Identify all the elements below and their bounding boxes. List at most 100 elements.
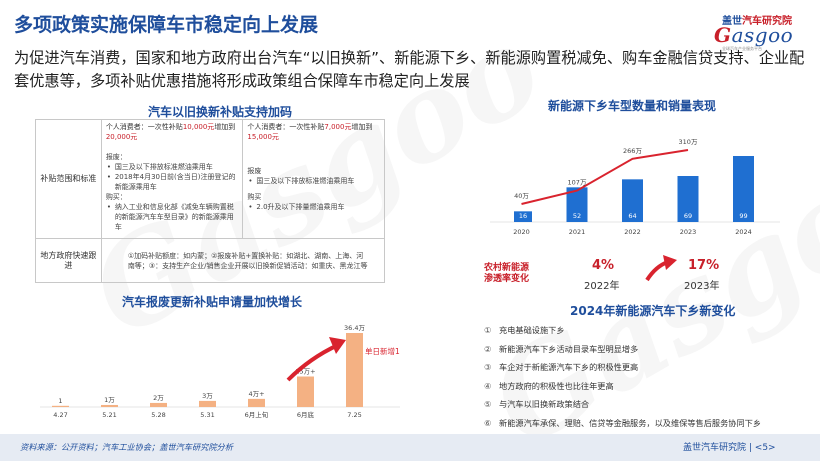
x-tick-label: 2024	[735, 228, 752, 236]
penetration-label: 农村新能源 渗透率变化	[484, 263, 529, 285]
penetration-2022-year: 2022年	[584, 281, 620, 292]
data-label: 99	[739, 212, 747, 220]
bar	[733, 156, 754, 222]
list-item: 国三及以下排放标准燃油乘用车	[247, 176, 380, 186]
gasgoo-logo: 盖世汽车研究院 Gasgoo 全球汽车产业服务平台	[700, 12, 810, 52]
nev-head-mid: 增加到	[214, 123, 236, 131]
row-head-local: 地方政府快速跟进	[35, 238, 102, 283]
source-note: 资料来源：公开资料；汽车工业协会；盖世汽车研究院分析	[20, 442, 233, 452]
table-row: 地方政府快速跟进 ①加码补贴额度：如内蒙；②报废补贴+置换补贴：如湖北、湖南、上…	[35, 238, 386, 283]
bar	[150, 402, 167, 407]
x-tick-label: 2021	[569, 228, 586, 236]
trend-num: ④	[484, 380, 492, 391]
nev-head-new: 20,000元	[105, 133, 138, 141]
footer-brand: 盖世汽车研究院 | <5>	[683, 443, 776, 453]
sales-line	[521, 149, 689, 205]
data-label: 1万	[104, 396, 115, 404]
bar	[677, 176, 699, 222]
penetration-2023-value: 17%	[688, 258, 720, 273]
list-item: ① 充电基础设施下乡	[484, 321, 814, 340]
nev-buy-list: 纳入工业和信息化部《减免车辆购置税的新能源汽车车型目录》的新能源乘用车	[106, 202, 239, 232]
data-label: 15万+	[295, 368, 315, 376]
scrap-annotation: 单日新增1万+	[365, 346, 400, 356]
logo-en: Gasgoo	[714, 23, 793, 47]
growth-arrow-head	[329, 337, 346, 354]
data-label: 64	[628, 212, 636, 220]
list-item: ④ 地方政府的积极性也比往年更高	[484, 377, 814, 396]
list-item: ③ 车企对于新能源汽车下乡的积极性更高	[484, 358, 814, 377]
trend-text: 新能源汽车下乡活动目录车型明显增多	[499, 343, 639, 354]
penetration-arrow-icon	[645, 255, 677, 282]
list-item: 2.0升及以下排量燃油乘用车	[247, 202, 380, 212]
bar	[52, 405, 69, 407]
logo-tagline: 全球汽车产业服务平台	[722, 46, 762, 51]
ice-head-old: 7,000元	[324, 123, 352, 131]
x-tick-label: 6月上旬	[245, 410, 269, 419]
x-tick-label: 2022	[624, 228, 641, 236]
ice-head-pre: 个人消费者：一次性补贴	[247, 123, 325, 131]
nev-head-old: 10,000元	[182, 123, 215, 131]
penetration-label-1: 农村新能源	[484, 263, 530, 273]
data-label: 2万	[153, 394, 164, 402]
penetration-label-2: 渗透率变化	[484, 274, 530, 284]
list-item: ② 新能源汽车下乡活动目录车型明显增多	[484, 340, 814, 359]
data-label: 69	[684, 212, 692, 220]
logo-cn-1: 盖世	[722, 16, 742, 27]
trend-text: 车企对于新能源汽车下乡的积极性更高	[499, 362, 639, 373]
bar	[622, 179, 643, 222]
x-tick-label: 7.25	[347, 411, 361, 419]
x-tick-label: 6月底	[297, 410, 315, 419]
policy-cell-ice: 个人消费者：一次性补贴7,000元增加到 15,000元 报废 国三及以下排放标准…	[242, 119, 385, 239]
x-tick-label: 5.28	[151, 411, 165, 419]
data-label: 52	[573, 212, 581, 220]
logo-cn-2: 汽车研究院	[742, 16, 792, 27]
trends-title: 2024年新能源汽车下乡新变化	[570, 304, 736, 318]
list-item: ⑤ 与汽车以旧换新政策结合	[484, 395, 814, 414]
bar	[297, 376, 314, 407]
footer-brand-name: 盖世汽车研究院	[683, 443, 747, 453]
logo-en-2: asgoo	[731, 23, 794, 47]
ice-head-new: 15,000元	[247, 133, 279, 141]
nev-chart-title: 新能源下乡车型数量和销量表现	[548, 99, 717, 113]
ice-subsidy-head: 个人消费者：一次性补贴7,000元增加到 15,000元	[247, 122, 380, 142]
trend-num: ②	[484, 343, 492, 354]
bar	[248, 398, 265, 407]
trend-text: 新能源汽车承保、理赔、信贷等金融服务，以及维保等售后服务协同下乡	[499, 417, 762, 428]
line-data-label: 310万	[679, 138, 698, 146]
table-title: 汽车以旧换新补贴支持加码	[148, 105, 293, 119]
list-item: ⑥ 新能源汽车承保、理赔、信贷等金融服务，以及维保等售后服务协同下乡	[484, 414, 814, 433]
penetration-2022-value: 4%	[592, 258, 615, 273]
intro-paragraph: 为促进汽车消费，国家和地方政府出台汽车“以旧换新”、新能源下乡、新能源购置税减免…	[14, 49, 805, 90]
trend-text: 与汽车以旧换新政策结合	[499, 399, 590, 410]
data-label: 3万	[202, 392, 213, 400]
nev-chart: 16 52 64 69 99 2020 2021 2022 2023 2024 40万 107万 2…	[490, 138, 780, 236]
trend-num: ⑥	[484, 417, 492, 428]
data-label: 4万+	[248, 390, 264, 398]
footer-bar	[0, 434, 820, 461]
bar	[346, 333, 363, 407]
line-data-label: 266万	[623, 147, 642, 155]
list-item: 纳入工业和信息化部《减免车辆购置税的新能源汽车车型目录》的新能源乘用车	[106, 202, 239, 232]
x-tick-label: 4.27	[53, 411, 67, 419]
page-title: 多项政策实施保障车市稳定向上发展	[14, 14, 319, 36]
ice-scrap-list: 国三及以下排放标准燃油乘用车	[247, 176, 380, 186]
nev-scrap-list: 国三及以下排放标准燃油乘用车 2018年4月30日前(含当日)注册登记的新能源乘…	[106, 162, 239, 192]
scrap-chart-title: 汽车报废更新补贴申请量加快增长	[122, 295, 303, 309]
ice-head-mid: 增加到	[351, 123, 373, 131]
bar	[514, 211, 532, 222]
trend-text: 充电基础设施下乡	[499, 325, 565, 335]
nev-scrap-label: 报废：	[105, 153, 127, 161]
trend-num: ⑤	[484, 399, 492, 410]
x-tick-label: 2020	[513, 228, 530, 236]
x-tick-label: 2023	[680, 228, 697, 236]
line-data-label: 40万	[514, 192, 529, 200]
nev-buy-label: 购买：	[105, 193, 127, 201]
penetration-2023-year: 2023年	[684, 281, 720, 292]
line-data-label: 107万	[568, 179, 587, 187]
nev-head-pre: 个人消费者：一次性补贴	[105, 123, 183, 131]
ice-scrap-label: 报废	[247, 167, 262, 175]
ice-buy-list: 2.0升及以下排量燃油乘用车	[247, 202, 380, 212]
scrap-chart: 4.27 5.21 5.28 5.31 6月上旬 6月底 7.25 1 1万 2万 3万 4万+ 15…	[40, 324, 400, 419]
penetration-block: 农村新能源 渗透率变化 4% 2022年 17% 2023年	[432, 250, 732, 300]
policy-cell-nev: 个人消费者：一次性补贴10,000元增加到 20,000元 报废： 国三及以下排放…	[100, 119, 244, 239]
